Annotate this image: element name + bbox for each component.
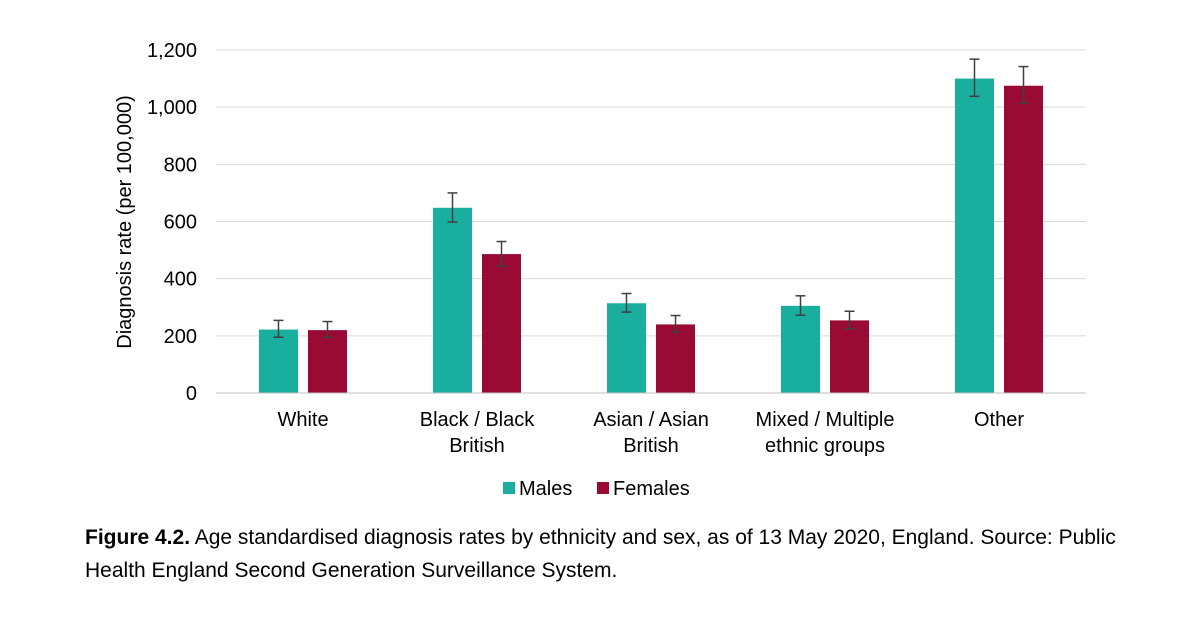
y-tick-label: 0 [186, 383, 197, 405]
error-bar-females-3 [844, 310, 855, 330]
legend-swatch [503, 482, 515, 494]
error-bar-males-2 [621, 292, 632, 313]
figure-caption: Figure 4.2. Age standardised diagnosis r… [85, 521, 1125, 587]
error-bar-males-1 [447, 192, 458, 223]
bar-females-4 [1004, 85, 1043, 394]
y-tick-label: 1,000 [147, 97, 197, 119]
x-category-label: Black / Black British [420, 409, 535, 457]
legend-label: Females [613, 478, 690, 500]
bar-females-3 [830, 320, 869, 393]
x-axis-categories: White Black / Black British Asian / Asian Br… [277, 409, 1024, 457]
bars [259, 78, 1043, 394]
bar-males-2 [607, 303, 646, 393]
error-bar-males-0 [273, 319, 284, 339]
y-axis-label: Diagnosis rate (per 100,000) [114, 95, 136, 348]
error-bars [273, 58, 1029, 339]
bar-females-2 [656, 324, 695, 393]
legend-label: Males [519, 478, 572, 500]
error-bar-females-1 [496, 240, 507, 267]
caption-label: Figure 4.2. [85, 526, 191, 549]
y-tick-label: 600 [164, 212, 197, 234]
y-tick-label: 1,200 [147, 40, 197, 62]
error-bar-males-4 [969, 58, 980, 98]
caption-text: Age standardised diagnosis rates by ethn… [85, 526, 1116, 582]
legend-item-females: Females [597, 478, 690, 500]
error-bar-females-0 [322, 320, 333, 339]
bar-males-0 [259, 329, 298, 393]
y-tick-label: 400 [164, 269, 197, 291]
y-axis-ticks: 0 200 400 600 800 1,000 1,200 [147, 40, 197, 405]
bar-males-3 [781, 305, 820, 393]
bar-males-1 [433, 207, 472, 393]
bar-chart: 0 200 400 600 800 1,000 1,200 Diagnosis rate (… [114, 40, 1086, 500]
y-tick-label: 800 [164, 154, 197, 176]
x-category-label: Other [974, 409, 1024, 431]
legend: Males Females [503, 478, 690, 500]
error-bar-females-4 [1018, 65, 1029, 105]
y-tick-label: 200 [164, 326, 197, 348]
x-category-label: White [277, 409, 328, 431]
legend-swatch [597, 482, 609, 494]
bar-females-1 [482, 254, 521, 393]
x-category-label: Mixed / Multiple ethnic groups [756, 409, 895, 457]
x-category-label: Asian / Asian British [593, 409, 709, 457]
bar-females-0 [308, 330, 347, 393]
legend-item-males: Males [503, 478, 572, 500]
error-bar-females-2 [670, 314, 681, 333]
bar-males-4 [955, 78, 994, 393]
error-bar-males-3 [795, 295, 806, 317]
gridlines [216, 49, 1086, 337]
